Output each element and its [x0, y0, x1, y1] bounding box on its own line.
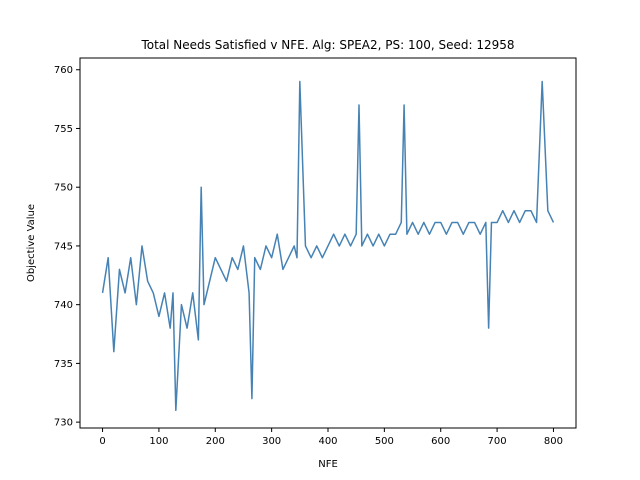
x-tick-label: 0 — [99, 436, 105, 447]
y-axis: 730 735 740 745 750 755 760 — [54, 65, 80, 429]
plot-area — [101, 80, 555, 412]
x-tick-label: 100 — [149, 436, 168, 447]
y-tick-label: 740 — [54, 300, 73, 311]
x-tick-label: 600 — [431, 436, 450, 447]
x-tick-label: 700 — [488, 436, 507, 447]
x-axis: 0 100 200 300 400 500 600 700 800 — [99, 428, 563, 447]
y-tick-label: 745 — [54, 241, 73, 252]
series-line-0 — [101, 80, 555, 412]
y-tick-label: 755 — [54, 124, 73, 135]
x-axis-label: NFE — [318, 459, 338, 470]
x-tick-label: 200 — [206, 436, 225, 447]
x-tick-label: 400 — [318, 436, 337, 447]
y-tick-label: 750 — [54, 183, 73, 194]
y-axis-label: Objective Value — [26, 204, 37, 282]
x-tick-label: 300 — [262, 436, 281, 447]
y-tick-label: 760 — [54, 65, 73, 76]
x-tick-label: 800 — [544, 436, 563, 447]
y-tick-label: 735 — [54, 359, 73, 370]
x-tick-label: 500 — [375, 436, 394, 447]
chart-title: Total Needs Satisfied v NFE. Alg: SPEA2,… — [140, 38, 514, 52]
y-tick-label: 730 — [54, 418, 73, 429]
